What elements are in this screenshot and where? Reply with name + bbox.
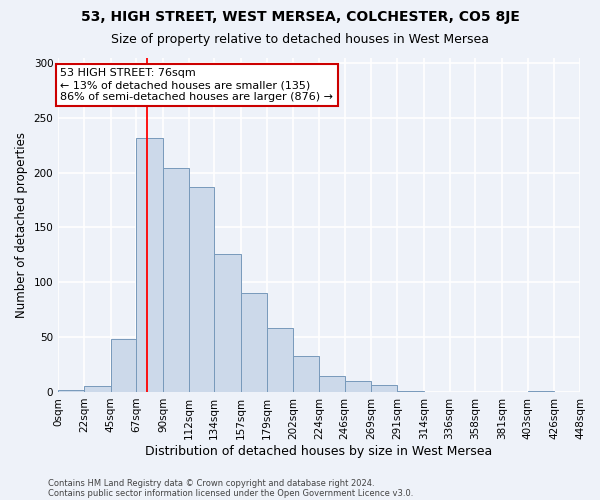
- Bar: [241, 294, 266, 392]
- Bar: [266, 328, 293, 392]
- Text: 53 HIGH STREET: 76sqm
← 13% of detached houses are smaller (135)
86% of semi-det: 53 HIGH STREET: 76sqm ← 13% of detached …: [61, 68, 334, 102]
- Text: Contains HM Land Registry data © Crown copyright and database right 2024.: Contains HM Land Registry data © Crown c…: [48, 478, 374, 488]
- Bar: [58, 390, 84, 392]
- Bar: [319, 376, 345, 392]
- X-axis label: Distribution of detached houses by size in West Mersea: Distribution of detached houses by size …: [145, 444, 493, 458]
- Text: Size of property relative to detached houses in West Mersea: Size of property relative to detached ho…: [111, 32, 489, 46]
- Bar: [163, 168, 188, 392]
- Bar: [397, 391, 424, 392]
- Bar: [527, 391, 554, 392]
- Bar: [214, 254, 241, 392]
- Text: Contains public sector information licensed under the Open Government Licence v3: Contains public sector information licen…: [48, 488, 413, 498]
- Bar: [293, 356, 319, 392]
- Text: 53, HIGH STREET, WEST MERSEA, COLCHESTER, CO5 8JE: 53, HIGH STREET, WEST MERSEA, COLCHESTER…: [80, 10, 520, 24]
- Bar: [84, 386, 110, 392]
- Bar: [188, 187, 214, 392]
- Y-axis label: Number of detached properties: Number of detached properties: [15, 132, 28, 318]
- Bar: [345, 381, 371, 392]
- Bar: [110, 340, 136, 392]
- Bar: [136, 138, 163, 392]
- Bar: [371, 386, 397, 392]
